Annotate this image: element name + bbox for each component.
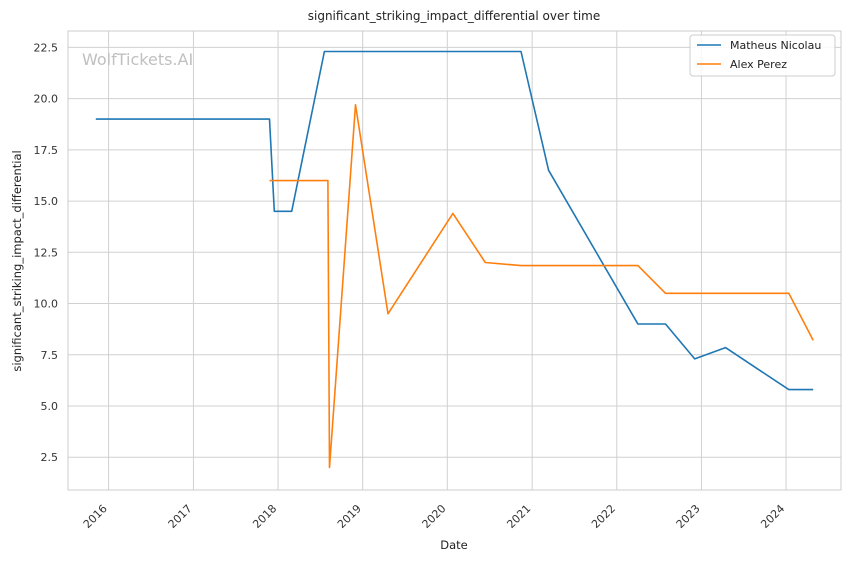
series-lines <box>95 50 814 469</box>
y-tick-label: 17.5 <box>34 144 59 157</box>
plot-area-frame <box>67 30 842 491</box>
y-tick-label: 15.0 <box>34 195 59 208</box>
y-axis-ticks: 2.5 5.0 7.5 10.0 12.5 15.0 17.5 20.0 22.5 <box>34 41 59 464</box>
grid <box>68 31 841 490</box>
legend-label-alex-perez: Alex Perez <box>730 58 787 71</box>
series-line-alex-perez <box>269 104 814 469</box>
y-tick-label: 10.0 <box>34 298 59 311</box>
x-axis-label: Date <box>440 538 468 552</box>
y-tick-label: 2.5 <box>41 451 59 464</box>
series-line-matheus-nicolau <box>95 50 814 391</box>
legend-label-matheus-nicolau: Matheus Nicolau <box>730 39 821 52</box>
y-tick-label: 12.5 <box>34 246 59 259</box>
y-axis-label: significant_striking_impact_differential <box>10 150 24 371</box>
watermark: WolfTickets.AI <box>82 50 193 69</box>
chart-title: significant_striking_impact_differential… <box>308 9 600 23</box>
y-tick-label: 5.0 <box>41 400 59 413</box>
y-tick-label: 7.5 <box>41 349 59 362</box>
legend: Matheus Nicolau Alex Perez <box>689 34 836 77</box>
y-tick-label: 20.0 <box>34 93 59 106</box>
y-tick-label: 22.5 <box>34 41 59 54</box>
legend-box <box>689 34 836 77</box>
